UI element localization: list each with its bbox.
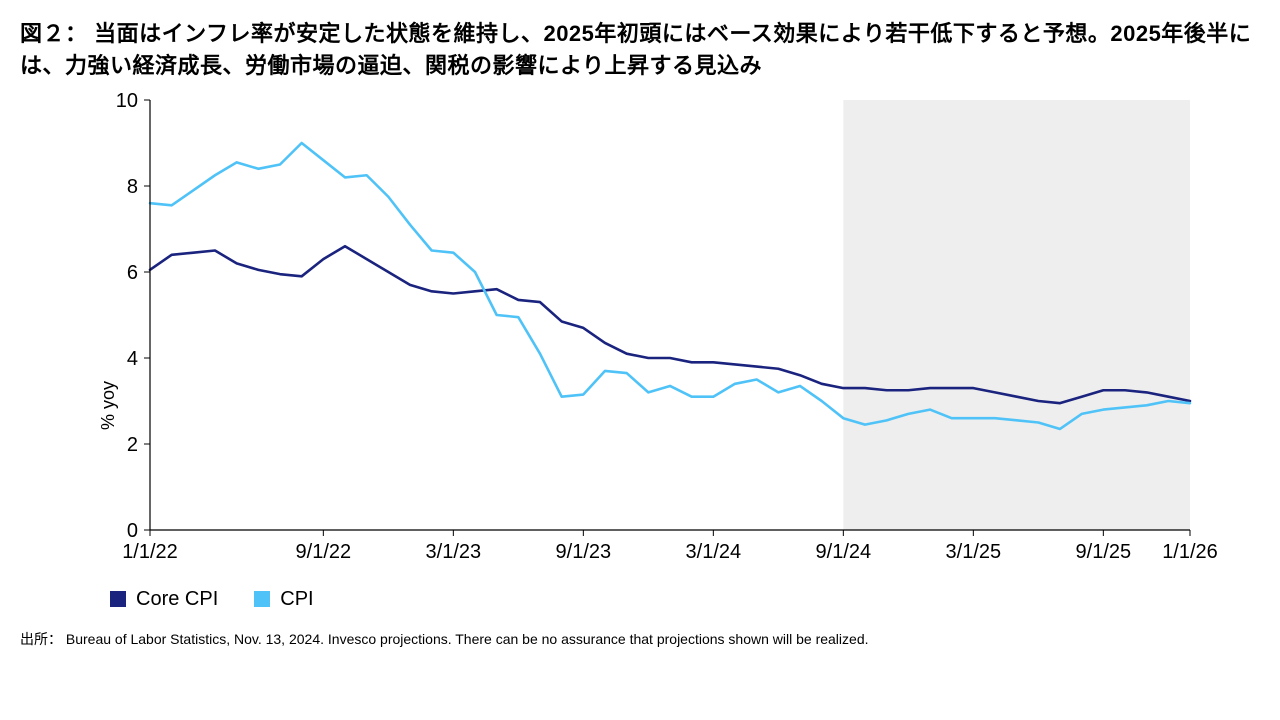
x-tick-label: 3/1/24 <box>686 541 742 563</box>
source-citation: 出所： Bureau of Labor Statistics, Nov. 13,… <box>20 629 1260 649</box>
legend-label: CPI <box>280 588 313 611</box>
x-tick-label: 3/1/23 <box>426 541 482 563</box>
y-axis-label: % yoy <box>98 381 119 430</box>
x-tick-label: 9/1/25 <box>1076 541 1132 563</box>
x-tick-label: 1/1/22 <box>122 541 178 563</box>
chart-title: 図２： 当面はインフレ率が安定した状態を維持し、2025年初頭にはベース効果によ… <box>20 18 1260 82</box>
legend-swatch <box>254 591 270 607</box>
y-tick-label: 2 <box>127 434 138 456</box>
x-tick-label: 3/1/25 <box>946 541 1002 563</box>
forecast-region <box>843 100 1190 530</box>
legend-item: Core CPI <box>110 588 218 611</box>
y-tick-label: 6 <box>127 262 138 284</box>
figure-container: 図２： 当面はインフレ率が安定した状態を維持し、2025年初頭にはベース効果によ… <box>0 0 1280 720</box>
y-tick-label: 10 <box>116 90 138 112</box>
chart-legend: Core CPI CPI <box>110 588 1260 611</box>
y-tick-label: 8 <box>127 176 138 198</box>
x-tick-label: 9/1/24 <box>816 541 872 563</box>
x-tick-label: 9/1/22 <box>296 541 352 563</box>
legend-item: CPI <box>254 588 313 611</box>
y-tick-label: 4 <box>127 348 138 370</box>
chart-area: % yoy 0 2 4 6 8 10 1/1/22 9/1/22 3/1/23 9/1/23 3/1… <box>80 90 1220 570</box>
legend-swatch <box>110 591 126 607</box>
y-tick-label: 0 <box>127 520 138 542</box>
line-chart: 0 2 4 6 8 10 1/1/22 9/1/22 3/1/23 9/1/23 3/1/24 9/1… <box>80 90 1220 570</box>
legend-label: Core CPI <box>136 588 218 611</box>
x-tick-label: 9/1/23 <box>556 541 612 563</box>
x-tick-label: 1/1/26 <box>1162 541 1218 563</box>
